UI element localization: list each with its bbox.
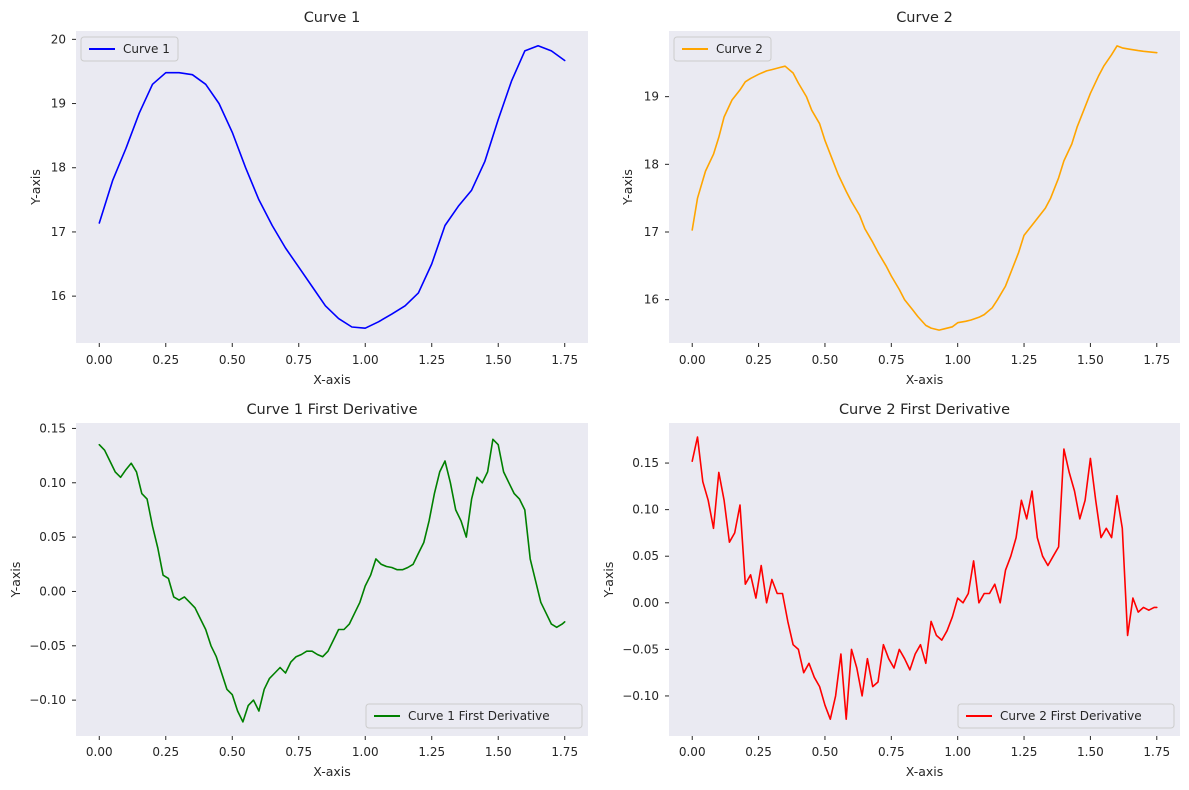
legend: Curve 1 First Derivative [365,703,583,729]
x-tick-label: 0.00 [86,745,113,759]
x-tick-label: 0.00 [679,353,706,367]
x-tick-label: 0.00 [679,745,706,759]
subplot-2: Curve 2 0.00 0.25 0.50 0.75 1.00 1.25 1.50 1.75 1… [620,10,1180,387]
x-axis-label: X-axis [906,372,944,387]
y-tick-label: 19 [51,97,66,111]
y-tick-label: 0.15 [632,456,659,470]
y-tick-label: 18 [51,161,66,175]
x-axis-label: X-axis [313,764,351,779]
legend: Curve 2 First Derivative [957,703,1175,729]
x-tick-label: 0.25 [745,745,772,759]
x-tick-label: 0.75 [285,353,312,367]
legend-box [673,36,772,62]
x-tick-label: 0.25 [152,353,179,367]
legend-box [365,703,583,729]
plot-area [76,423,588,736]
x-tick-label: 0.75 [878,745,905,759]
y-tick-label: 0.00 [632,596,659,610]
x-tick-label: 1.50 [485,745,512,759]
series-line-1 [691,436,1158,721]
legend-label: Curve 2 [716,42,763,56]
legend-label: Curve 1 [123,42,170,56]
x-tick-label: 1.25 [1011,353,1038,367]
y-tick-label: 0.05 [632,549,659,563]
chart-title: Curve 1 [304,10,361,26]
y-axis-label: Y-axis [8,562,23,599]
x-axis-label: X-axis [906,764,944,779]
x-tick-label: 1.75 [1143,745,1170,759]
x-tick-label: 0.50 [219,353,246,367]
x-tick-label: 1.50 [1077,745,1104,759]
y-tick-label: 0.10 [632,503,659,517]
y-tick-label: −0.10 [622,689,659,703]
x-tick-label: 0.50 [812,745,839,759]
x-tick-label: 1.75 [1143,353,1170,367]
y-tick-label: 0.10 [39,476,66,490]
y-tick-label: −0.10 [29,693,66,707]
x-tick-label: 1.00 [944,353,971,367]
x-tick-label: 1.25 [418,745,445,759]
x-tick-label: 1.25 [418,353,445,367]
x-tick-label: 0.00 [86,353,113,367]
legend-box [957,703,1175,729]
y-tick-label: 17 [51,225,66,239]
plot-area [669,31,1180,343]
y-axis-label: Y-axis [28,169,43,206]
y-tick-label: 17 [644,225,659,239]
subplot-4: Curve 2 First Derivative 0.00 0.25 0.50 0.75… [601,402,1180,779]
series-line-1 [98,438,566,723]
y-tick-label: 0.00 [39,584,66,598]
x-tick-label: 1.00 [352,353,379,367]
x-tick-label: 1.50 [1077,353,1104,367]
plot-area [669,423,1180,736]
legend-label: Curve 2 First Derivative [1000,709,1142,723]
legend-box [80,36,179,62]
subplot-3: Curve 1 First Derivative 0.00 0.25 0.50 0.75… [8,402,588,779]
y-axis-label: Y-axis [620,169,635,206]
x-tick-label: 0.25 [745,353,772,367]
chart-title: Curve 1 First Derivative [246,402,417,418]
y-tick-label: −0.05 [622,642,659,656]
x-tick-label: 1.50 [485,353,512,367]
x-tick-label: 1.75 [551,745,578,759]
legend: Curve 1 [80,36,179,62]
x-axis-label: X-axis [313,372,351,387]
y-tick-label: 18 [644,157,659,171]
x-tick-label: 0.75 [878,353,905,367]
x-tick-label: 0.50 [219,745,246,759]
chart-title: Curve 2 First Derivative [839,402,1010,418]
x-tick-label: 1.00 [944,745,971,759]
y-tick-label: 0.05 [39,530,66,544]
y-tick-label: 0.15 [39,421,66,435]
x-tick-label: 0.50 [812,353,839,367]
y-tick-label: 19 [644,90,659,104]
x-tick-label: 0.75 [285,745,312,759]
x-tick-label: 1.00 [352,745,379,759]
y-axis-label: Y-axis [601,562,616,599]
y-tick-label: −0.05 [29,639,66,653]
legend-label: Curve 1 First Derivative [408,709,550,723]
legend: Curve 2 [673,36,772,62]
x-tick-label: 1.75 [551,353,578,367]
series-line-1 [691,45,1158,331]
x-tick-label: 1.25 [1011,745,1038,759]
chart-title: Curve 2 [896,10,953,26]
plot-area [76,31,588,343]
series-line-1 [98,44,566,330]
y-tick-label: 20 [51,32,66,46]
y-tick-label: 16 [644,293,659,307]
x-tick-label: 0.25 [152,745,179,759]
subplot-1: Curve 1 0.00 0.25 0.50 0.75 1.00 1.25 1.50 1.75 1… [28,10,588,387]
y-tick-label: 16 [51,289,66,303]
